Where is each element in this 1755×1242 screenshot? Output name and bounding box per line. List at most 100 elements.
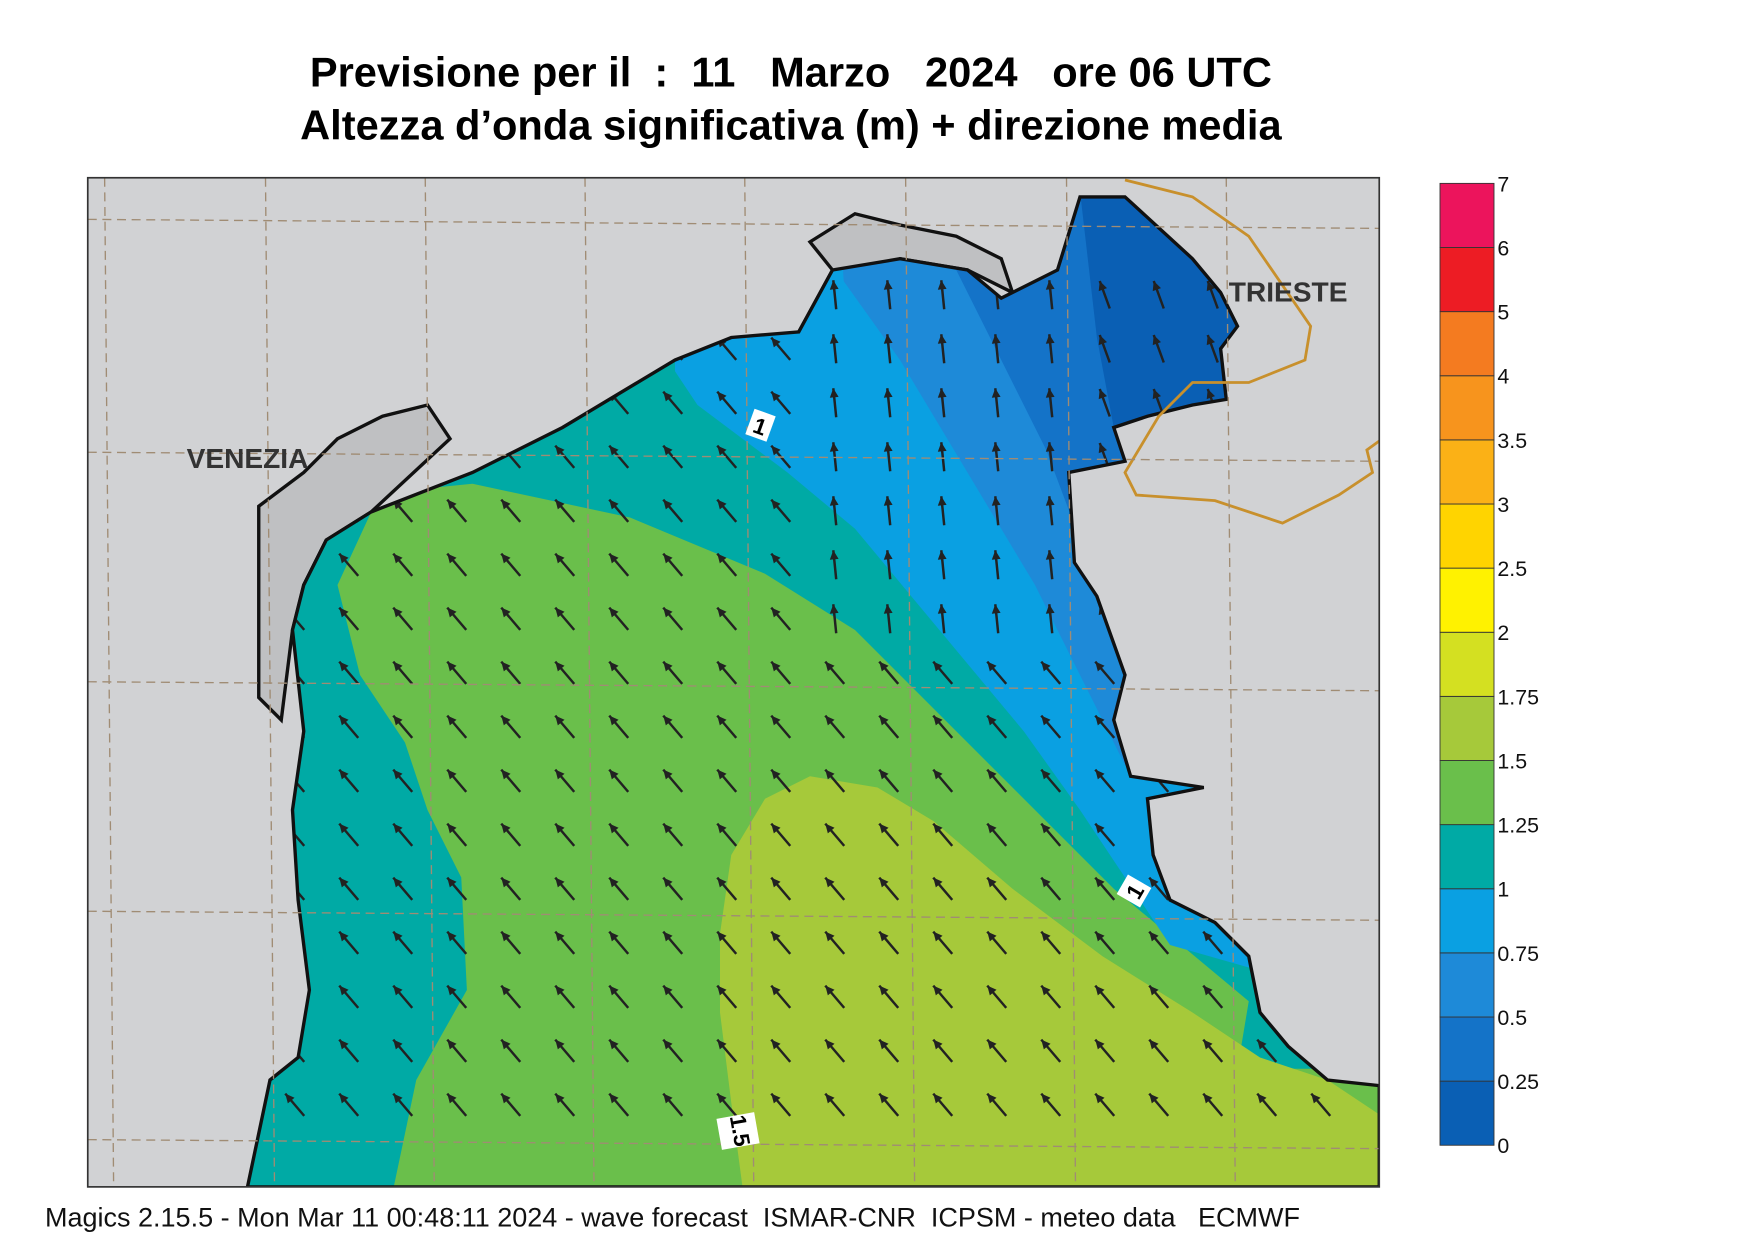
arrow: [829, 604, 839, 634]
arrow-head: [933, 985, 943, 996]
arrow-head: [937, 280, 947, 290]
arrow: [824, 876, 846, 901]
arrow: [878, 930, 900, 955]
arrow: [1256, 1092, 1278, 1117]
graticule-line: [744, 177, 755, 1187]
arrow-head: [663, 931, 673, 942]
arrow-head: [501, 1039, 511, 1050]
arrow: [824, 984, 846, 1009]
arrow: [1045, 334, 1055, 364]
arrow: [608, 552, 630, 577]
arrow-head: [393, 931, 403, 942]
arrow: [446, 606, 468, 631]
arrow-head: [717, 1039, 727, 1050]
arrow-head: [1098, 281, 1107, 292]
arrow-head: [1041, 985, 1051, 996]
arrow-head: [933, 661, 943, 672]
arrow: [1148, 1092, 1170, 1117]
colorbar-swatch: [1439, 311, 1495, 377]
arrow: [338, 1038, 360, 1063]
arrow: [932, 768, 954, 793]
arrow-head: [447, 553, 457, 564]
arrow-head: [1095, 661, 1105, 672]
arrow-head: [663, 823, 673, 834]
arrow: [829, 280, 839, 310]
arrow-head: [1206, 389, 1215, 400]
colorbar-label: 3: [1497, 493, 1509, 517]
arrow-head: [1257, 1039, 1267, 1050]
arrow-head: [1206, 335, 1215, 346]
arrow: [991, 604, 1001, 634]
colorbar-label: 0.25: [1497, 1070, 1539, 1094]
arrow-head: [829, 604, 839, 614]
arrow-head: [937, 496, 947, 506]
arrow: [991, 334, 1001, 364]
arrow-head: [825, 823, 835, 834]
arrow: [1202, 930, 1224, 955]
arrow-head: [663, 715, 673, 726]
arrow-head: [447, 769, 457, 780]
arrow: [829, 550, 839, 580]
arrow: [662, 1038, 684, 1063]
arrow-head: [663, 769, 673, 780]
arrow-head: [991, 550, 1001, 560]
contour-label: 1.5: [716, 1112, 760, 1150]
arrow: [937, 442, 947, 472]
arrow: [554, 606, 576, 631]
arrow-head: [879, 823, 889, 834]
arrow-head: [339, 553, 349, 564]
arrow-head: [393, 715, 403, 726]
arrow: [608, 714, 630, 739]
arrow: [500, 552, 522, 577]
arrow: [986, 660, 1008, 685]
arrow-head: [447, 661, 457, 672]
arrow-head: [1041, 715, 1051, 726]
arrow-head: [663, 661, 673, 672]
arrow-head: [501, 931, 511, 942]
arrow: [554, 930, 576, 955]
arrow: [1256, 1038, 1278, 1063]
arrow-head: [933, 931, 943, 942]
arrow-head: [825, 715, 835, 726]
arrow: [932, 822, 954, 847]
arrow: [392, 822, 414, 847]
arrow-head: [879, 661, 889, 672]
arrow-head: [501, 715, 511, 726]
city-label: VENEZIA: [187, 443, 309, 474]
arrow-head: [663, 877, 673, 888]
arrow-head: [447, 1039, 457, 1050]
colorbar-swatch: [1439, 567, 1495, 633]
arrow: [1045, 442, 1055, 472]
arrow-head: [987, 661, 997, 672]
arrow: [554, 1038, 576, 1063]
graticule-line: [264, 177, 276, 1187]
arrow: [446, 660, 468, 685]
arrow-head: [1098, 389, 1107, 400]
arrow-head: [609, 1039, 619, 1050]
arrow: [662, 984, 684, 1009]
arrow: [554, 714, 576, 739]
arrow: [608, 984, 630, 1009]
arrow: [608, 660, 630, 685]
arrow-head: [339, 877, 349, 888]
arrow: [1310, 1092, 1332, 1117]
arrow-head: [987, 877, 997, 888]
arrow-head: [717, 391, 727, 402]
arrow-head: [447, 499, 457, 510]
arrow-head: [393, 877, 403, 888]
arrow: [883, 496, 893, 526]
arrow: [338, 660, 360, 685]
arrow: [770, 606, 792, 631]
arrow: [716, 768, 738, 793]
arrow: [883, 280, 893, 310]
arrow-head: [609, 499, 619, 510]
arrow: [662, 606, 684, 631]
arrow-head: [609, 553, 619, 564]
arrow: [986, 876, 1008, 901]
arrow: [937, 280, 947, 310]
arrow-head: [717, 985, 727, 996]
arrow-head: [937, 334, 947, 344]
arrow: [1040, 984, 1062, 1009]
arrow: [878, 768, 900, 793]
arrow-head: [717, 445, 727, 456]
